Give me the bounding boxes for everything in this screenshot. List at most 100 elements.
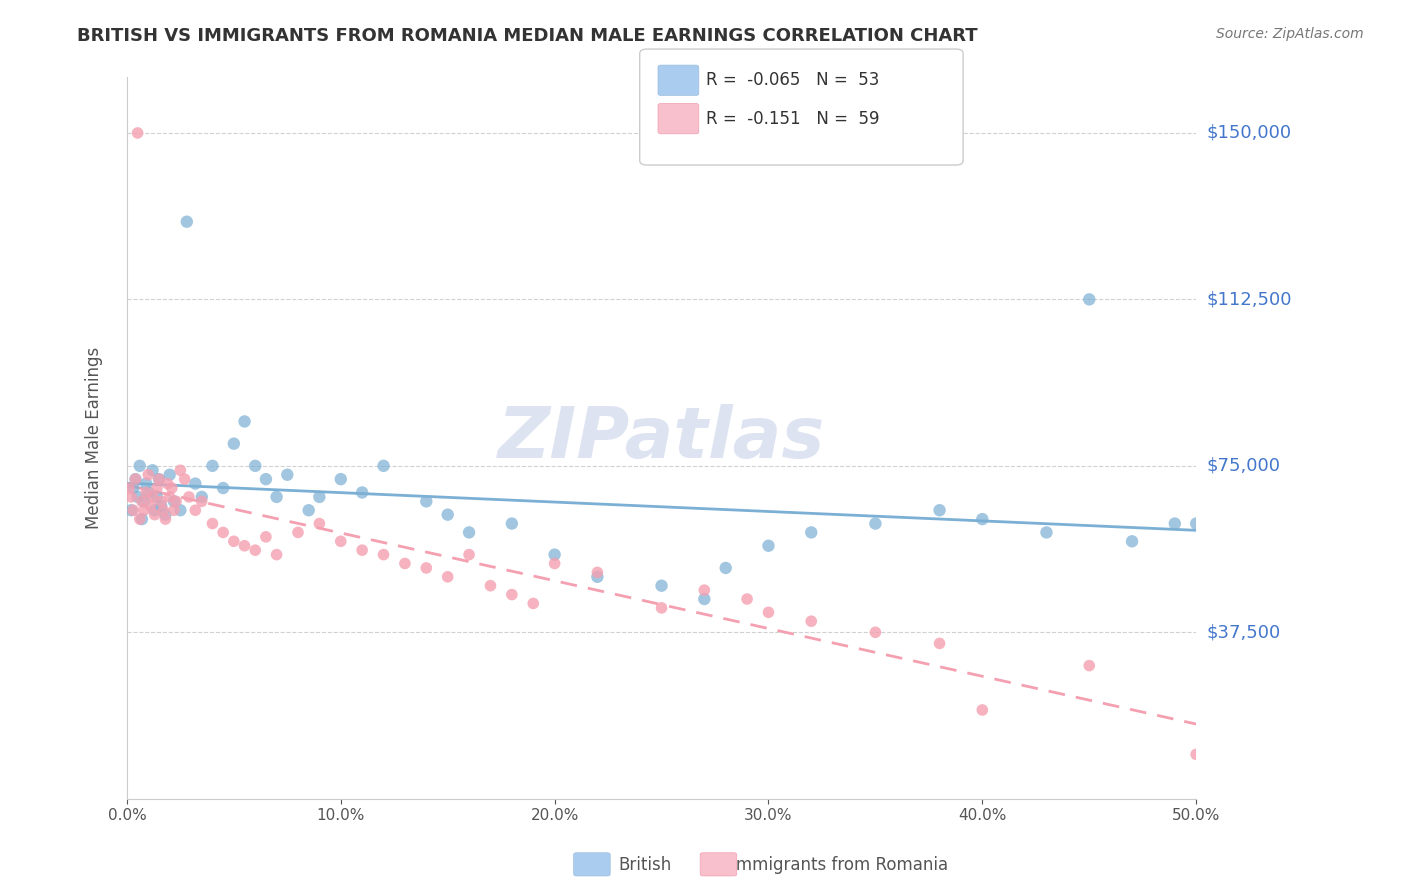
Point [132, 503, 155, 517]
Point [150, 499, 173, 513]
Point [146, 490, 169, 504]
Point [586, 566, 609, 580]
Point [586, 570, 609, 584]
Point [163, 503, 186, 517]
Point [184, 503, 207, 517]
Point [173, 472, 195, 486]
Point [245, 543, 267, 558]
Point [148, 472, 170, 486]
Point [436, 570, 458, 584]
Point [160, 481, 183, 495]
Point [201, 458, 224, 473]
Text: $150,000: $150,000 [1206, 124, 1292, 142]
Point [122, 503, 145, 517]
Point [458, 548, 481, 562]
Point [120, 503, 142, 517]
Point [159, 490, 181, 504]
Point [169, 503, 191, 517]
Point [651, 579, 673, 593]
Point [276, 467, 298, 482]
Text: Immigrants from Romania: Immigrants from Romania [731, 856, 948, 874]
Point [352, 485, 374, 500]
Text: BRITISH VS IMMIGRANTS FROM ROMANIA MEDIAN MALE EARNINGS CORRELATION CHART: BRITISH VS IMMIGRANTS FROM ROMANIA MEDIA… [77, 27, 979, 45]
Point [124, 472, 146, 486]
Point [735, 592, 758, 607]
Point [1185, 747, 1208, 762]
Text: Source: ZipAtlas.com: Source: ZipAtlas.com [1216, 27, 1364, 41]
Point [233, 539, 256, 553]
Point [1078, 658, 1101, 673]
Point [373, 548, 395, 562]
Point [190, 494, 212, 508]
Point [436, 508, 458, 522]
Point [758, 605, 780, 619]
Point [122, 481, 145, 495]
Point [245, 458, 267, 473]
Point [146, 481, 169, 495]
Point [394, 557, 416, 571]
Point [287, 525, 309, 540]
Text: ZIPatlas: ZIPatlas [498, 403, 825, 473]
Point [128, 458, 150, 473]
Text: $37,500: $37,500 [1206, 624, 1281, 641]
Point [118, 481, 141, 495]
Point [308, 516, 330, 531]
Point [136, 467, 159, 482]
Point [128, 512, 150, 526]
Point [142, 490, 165, 504]
Text: $75,000: $75,000 [1206, 457, 1281, 475]
Point [522, 597, 544, 611]
Point [176, 215, 198, 229]
Point [184, 476, 207, 491]
Point [415, 561, 437, 575]
Point [266, 548, 288, 562]
Text: $112,500: $112,500 [1206, 291, 1292, 309]
Point [714, 561, 737, 575]
Point [972, 703, 994, 717]
Point [143, 503, 166, 517]
Point [758, 539, 780, 553]
Point [143, 508, 166, 522]
Point [127, 490, 149, 504]
Point [1185, 516, 1208, 531]
Point [972, 512, 994, 526]
Point [266, 490, 288, 504]
Point [1078, 293, 1101, 307]
Point [651, 600, 673, 615]
Point [329, 472, 352, 486]
Point [124, 472, 146, 486]
Point [800, 525, 823, 540]
Point [156, 476, 179, 491]
Point [222, 534, 245, 549]
Point [132, 494, 155, 508]
Point [415, 494, 437, 508]
Point [155, 508, 177, 522]
Point [865, 625, 887, 640]
Point [693, 592, 716, 607]
Point [142, 463, 165, 477]
Point [159, 467, 181, 482]
Point [190, 490, 212, 504]
Point [222, 436, 245, 450]
Point [1121, 534, 1143, 549]
Point [308, 490, 330, 504]
Point [298, 503, 321, 517]
Point [865, 516, 887, 531]
Point [501, 516, 523, 531]
Point [479, 579, 502, 593]
Point [212, 525, 235, 540]
Point [163, 494, 186, 508]
Point [254, 472, 277, 486]
Point [352, 543, 374, 558]
Text: R =  -0.151   N =  59: R = -0.151 N = 59 [706, 110, 879, 128]
Point [135, 476, 157, 491]
Point [458, 525, 481, 540]
Point [501, 588, 523, 602]
Point [329, 534, 352, 549]
Point [233, 414, 256, 428]
Point [120, 490, 142, 504]
Point [1035, 525, 1057, 540]
Point [201, 516, 224, 531]
Point [136, 485, 159, 500]
Point [127, 126, 149, 140]
